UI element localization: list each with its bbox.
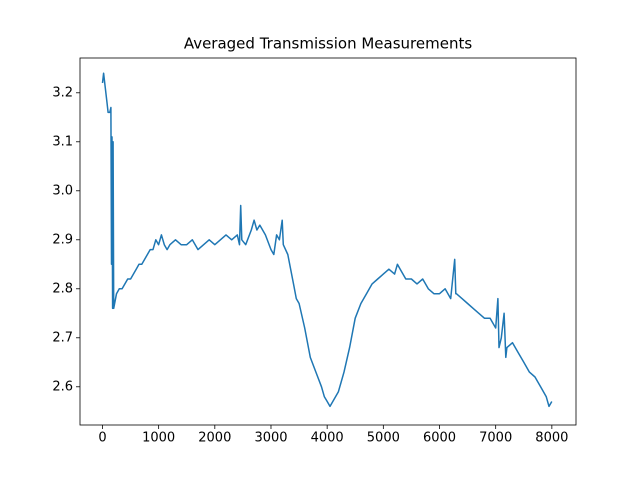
y-tick-label: 2.7 — [52, 330, 73, 345]
y-tick-label: 2.9 — [52, 232, 73, 247]
x-tick-label: 3000 — [254, 431, 287, 446]
x-tick-label: 0 — [98, 431, 106, 446]
y-tick-label: 2.8 — [52, 281, 73, 296]
data-line — [101, 72, 553, 408]
y-tick-label: 3.1 — [52, 134, 73, 149]
x-tick-label: 5000 — [367, 431, 400, 446]
y-tick-label: 3.0 — [52, 183, 73, 198]
y-tick-label: 3.2 — [52, 85, 73, 100]
x-tick-label: 2000 — [198, 431, 231, 446]
x-tick-label: 4000 — [311, 431, 344, 446]
x-tick-label: 7000 — [479, 431, 512, 446]
x-tick-label: 1000 — [142, 431, 175, 446]
x-tick-label: 6000 — [423, 431, 456, 446]
y-tick-label: 2.6 — [52, 379, 73, 394]
x-tick-label: 8000 — [535, 431, 568, 446]
chart-title: Averaged Transmission Measurements — [184, 35, 473, 53]
axes-frame — [79, 57, 577, 426]
